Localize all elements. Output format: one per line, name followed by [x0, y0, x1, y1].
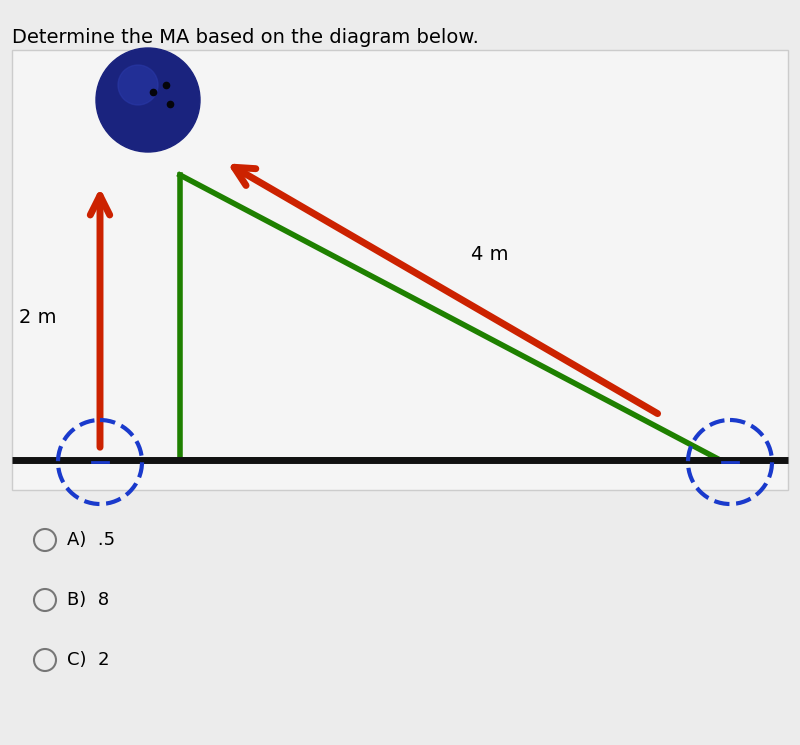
Circle shape — [118, 65, 158, 105]
FancyBboxPatch shape — [12, 50, 788, 490]
Text: A)  .5: A) .5 — [67, 531, 115, 549]
Text: 2 m: 2 m — [19, 308, 57, 327]
Text: C)  2: C) 2 — [67, 651, 110, 669]
Circle shape — [96, 48, 200, 152]
Text: Determine the MA based on the diagram below.: Determine the MA based on the diagram be… — [12, 28, 479, 47]
Text: 4 m: 4 m — [471, 246, 509, 264]
Text: B)  8: B) 8 — [67, 591, 109, 609]
